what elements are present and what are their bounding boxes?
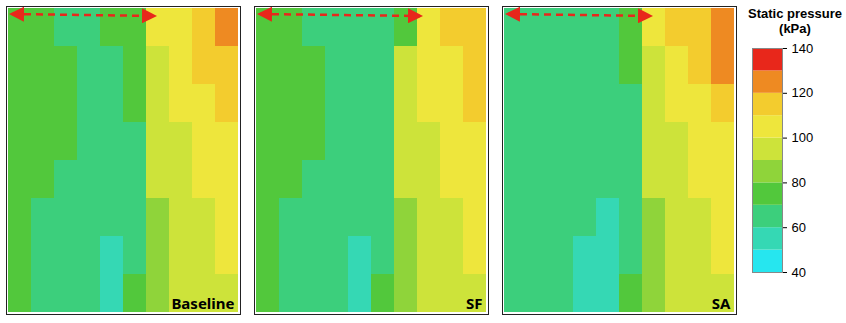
svg-text:140: 140	[792, 41, 814, 56]
svg-text:SA: SA	[712, 293, 731, 313]
svg-text:60: 60	[792, 220, 806, 235]
svg-text:SF: SF	[466, 293, 483, 313]
svg-text:100: 100	[792, 130, 814, 145]
html-text:(kPa): (kPa)	[779, 21, 811, 36]
svg-text:120: 120	[792, 85, 814, 100]
svg-text:Baseline: Baseline	[171, 293, 234, 313]
svg-text:80: 80	[792, 175, 806, 190]
svg-text:40: 40	[792, 265, 806, 280]
html-text:Static pressure: Static pressure	[748, 6, 842, 21]
